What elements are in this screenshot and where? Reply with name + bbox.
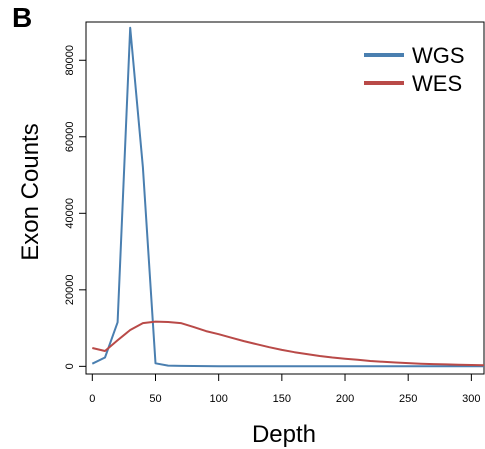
legend: WGS WES	[364, 43, 465, 96]
x-tick-label: 50	[149, 393, 161, 405]
y-tick-label: 60000	[64, 121, 76, 152]
x-tick-label: 250	[399, 393, 417, 405]
y-tick-label: 40000	[64, 198, 76, 229]
series-line-wgs	[91, 26, 484, 368]
legend-label-wgs: WGS	[412, 43, 465, 68]
panel-label: B	[12, 2, 32, 33]
x-axis-title: Depth	[252, 421, 316, 448]
y-tick-label: 80000	[64, 45, 76, 76]
x-tick-label: 150	[273, 393, 291, 405]
plot-frame	[85, 21, 485, 375]
x-tick-label: 0	[89, 393, 95, 405]
plot-axes: 0 50 100 150 200 250 300 0 20000 40000 60000 80000	[64, 21, 485, 405]
series-line-wes	[92, 320, 484, 367]
x-tick-label: 100	[209, 393, 227, 405]
x-tick-label: 200	[336, 393, 354, 405]
series-layer	[91, 26, 484, 368]
y-tick-label: 20000	[64, 275, 76, 306]
y-axis-title: Exon Counts	[17, 123, 44, 260]
y-tick-label: 0	[64, 363, 76, 369]
x-tick-label: 300	[462, 393, 480, 405]
legend-label-wes: WES	[412, 71, 462, 96]
